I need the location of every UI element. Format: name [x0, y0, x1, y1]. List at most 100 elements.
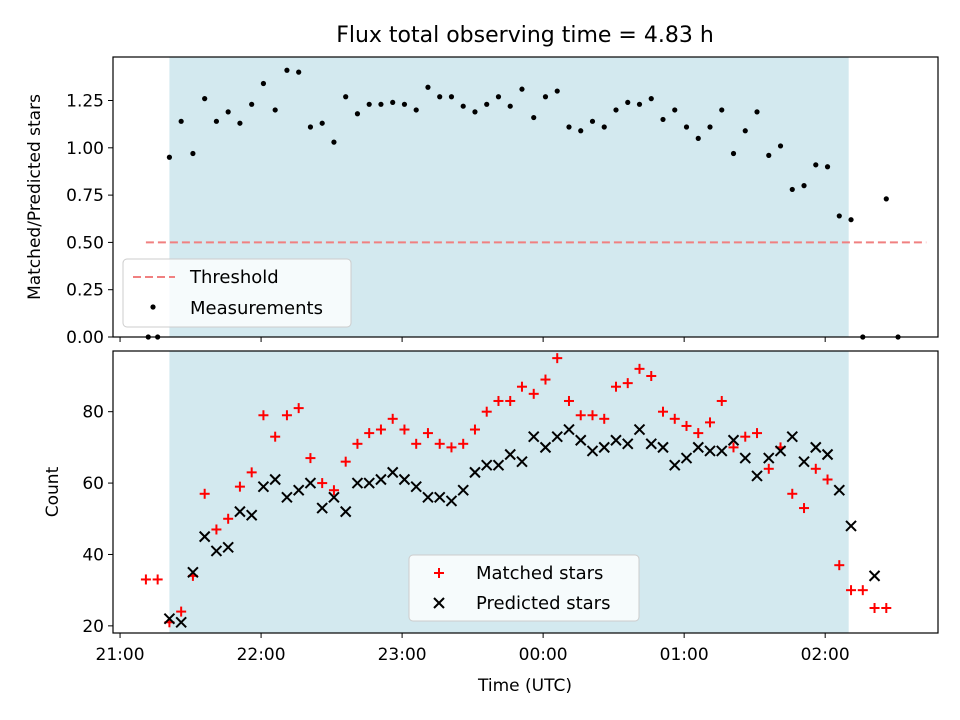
- matched-stars-point: [140, 574, 151, 585]
- legend-predicted-label: Predicted stars: [476, 593, 610, 614]
- predicted-stars-point: [633, 423, 646, 436]
- legend-measurements-swatch: [150, 304, 156, 310]
- predicted-stars-point: [751, 470, 763, 482]
- matched-stars-point: [646, 370, 657, 381]
- x-tick-label: 00:00: [519, 645, 568, 665]
- predicted-stars-point: [680, 452, 693, 464]
- predicted-stars-point: [622, 438, 634, 450]
- measurements-point: [554, 88, 560, 94]
- matched-stars-point: [411, 438, 422, 449]
- measurements-point: [260, 80, 267, 87]
- matched-stars-point: [293, 403, 304, 414]
- bottom-legend: Matched stars Predicted stars: [408, 554, 640, 622]
- bottom-y-axis-label: Count: [43, 466, 63, 517]
- predicted-stars-point: [539, 441, 552, 454]
- matched-stars-point: [375, 424, 386, 435]
- measurements-point: [390, 99, 396, 106]
- matched-stars-point: [681, 420, 692, 431]
- measurements-point: [766, 152, 772, 158]
- measurements-point: [319, 120, 325, 126]
- predicted-stars-point: [469, 466, 481, 479]
- bottom-legend-box: [408, 554, 640, 622]
- top-legend-box: [122, 258, 352, 328]
- top-title: Flux total observing time = 4.83 h: [336, 23, 714, 48]
- matched-stars-point: [834, 560, 845, 571]
- matched-stars-point: [328, 485, 339, 496]
- predicted-stars-point: [798, 455, 810, 468]
- top-y-axis-label: Matched/Predicted stars: [25, 94, 45, 300]
- predicted-stars-point: [669, 459, 681, 471]
- matched-stars-point: [422, 428, 433, 439]
- matched-stars-point: [869, 603, 880, 614]
- measurements-point: [284, 67, 290, 73]
- predicted-stars-point: [739, 452, 751, 464]
- measurements-point: [249, 101, 255, 107]
- measurements-point: [213, 118, 220, 124]
- predicted-stars-point: [833, 484, 845, 496]
- measurements-point: [237, 120, 243, 126]
- matched-stars-point: [763, 463, 774, 474]
- y-tick-label: 0.00: [66, 328, 104, 348]
- measurements-point: [354, 111, 361, 117]
- measurements-point: [801, 183, 807, 189]
- predicted-stars-point: [481, 459, 493, 471]
- predicted-stars-point: [198, 530, 211, 543]
- top-legend: Threshold Measurements: [122, 258, 352, 328]
- measurements-point: [683, 124, 690, 130]
- matched-stars-point: [458, 438, 469, 449]
- predicted-stars-point: [445, 495, 458, 507]
- measurements-point: [437, 94, 443, 100]
- matched-stars-point: [587, 410, 598, 421]
- measurements-point: [166, 154, 173, 160]
- y-tick-label: 0.50: [66, 233, 104, 253]
- predicted-stars-point: [704, 445, 716, 457]
- predicted-stars-point: [716, 445, 728, 457]
- predicted-stars-point: [727, 434, 740, 446]
- legend-matched-swatch: [434, 568, 444, 578]
- predicted-stars-point: [457, 484, 469, 496]
- predicted-stars-point: [222, 541, 234, 554]
- measurements-point: [589, 118, 596, 124]
- predicted-stars-point: [187, 566, 199, 579]
- predicted-stars-point: [245, 509, 258, 521]
- predicted-stars-point: [692, 441, 704, 454]
- measurements-point: [296, 69, 302, 75]
- measurements-point: [730, 150, 737, 157]
- predicted-stars-point: [351, 477, 364, 489]
- measurements-point: [813, 162, 819, 168]
- predicted-stars-point: [763, 452, 775, 464]
- matched-stars-point: [810, 463, 821, 474]
- predicted-stars-point: [386, 466, 399, 479]
- measurements-point: [519, 86, 525, 92]
- predicted-stars-point: [316, 502, 328, 514]
- matched-stars-point: [716, 395, 727, 406]
- measurements-point: [531, 114, 537, 121]
- measurements-point: [848, 217, 854, 223]
- matched-stars-point: [176, 606, 187, 617]
- x-tick-label: 21:00: [96, 645, 145, 665]
- predicted-stars-point: [422, 491, 434, 504]
- predicted-stars-point: [163, 613, 176, 625]
- x-tick-label: 23:00: [378, 645, 427, 665]
- predicted-stars-point: [645, 438, 657, 450]
- predicted-stars-point: [363, 477, 375, 489]
- matched-stars-point: [528, 388, 539, 399]
- matched-stars-point: [364, 428, 375, 439]
- bottom-y-ticks: 20 40 60 80: [82, 403, 113, 637]
- measurements-point: [413, 107, 419, 113]
- matched-stars-point: [693, 428, 704, 439]
- y-tick-label: 0.75: [66, 186, 104, 206]
- predicted-stars-point: [598, 441, 610, 454]
- measurements-point: [307, 124, 314, 130]
- matched-stars-point: [234, 481, 245, 492]
- measurements-point: [401, 101, 408, 107]
- matched-stars-point: [857, 585, 868, 596]
- matched-stars-point: [223, 513, 234, 524]
- measurements-point: [742, 128, 748, 134]
- x-tick-label: 22:00: [237, 645, 286, 665]
- measurements-point: [202, 96, 208, 102]
- measurements-point: [178, 118, 184, 124]
- predicted-stars-point: [786, 430, 798, 443]
- matched-stars-point: [446, 442, 457, 453]
